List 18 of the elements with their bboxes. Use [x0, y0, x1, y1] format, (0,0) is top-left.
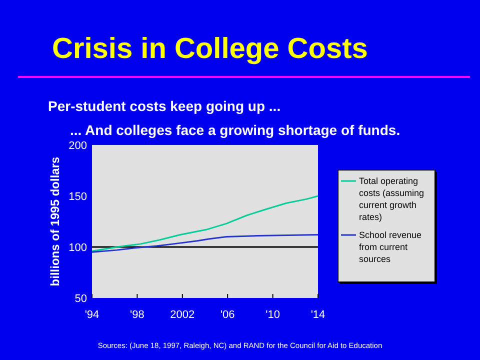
y-tick-label: 50 — [74, 293, 87, 305]
chart-subtitle: Per-student costs keep going up ... — [48, 98, 281, 114]
x-tick-label: 2002 — [170, 309, 195, 321]
x-tick-label: '98 — [130, 309, 144, 321]
y-tick-label: 100 — [68, 242, 87, 254]
x-tick-label: '10 — [266, 309, 280, 321]
line-series — [91, 234, 319, 253]
legend-label: Total operating costs (assuming current growth rates) — [359, 176, 424, 222]
x-tick-label: '94 — [84, 309, 100, 321]
x-tick-label: '14 — [310, 309, 326, 321]
y-tick-label: 150 — [68, 191, 87, 203]
text: ... And colleges face a growing shortage of funds. — [70, 122, 400, 138]
y-tick-label: 200 — [68, 140, 87, 152]
y-axis-title: billions of 1995 dollars — [48, 156, 62, 286]
legend-label: School revenue from current sources — [359, 230, 422, 264]
chart-title: Crisis in College Costs — [52, 33, 368, 65]
line-series — [91, 195, 319, 252]
x-tick-label: '06 — [220, 309, 235, 321]
